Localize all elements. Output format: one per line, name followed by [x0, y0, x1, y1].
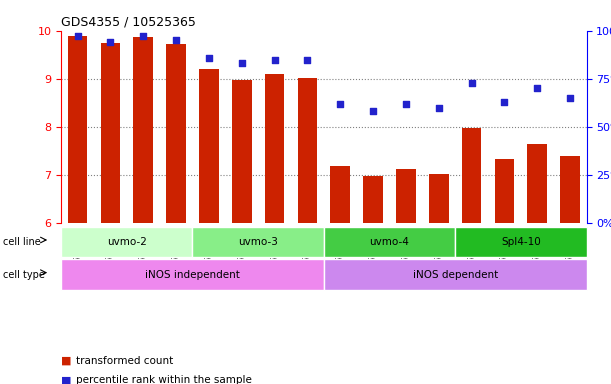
Point: [467, 79, 477, 86]
Point: [401, 101, 411, 107]
Point: [302, 56, 312, 63]
Point: [335, 101, 345, 107]
Point: [434, 104, 444, 111]
Bar: [429, 174, 448, 223]
Bar: [232, 80, 252, 223]
Text: ■: ■: [61, 375, 71, 384]
Text: GDS4355 / 10525365: GDS4355 / 10525365: [61, 15, 196, 28]
Text: cell type: cell type: [3, 270, 45, 280]
Text: uvmo-4: uvmo-4: [370, 237, 409, 247]
Point: [269, 56, 279, 63]
Point: [500, 99, 510, 105]
Point: [204, 55, 214, 61]
Bar: [560, 157, 580, 223]
Text: uvmo-2: uvmo-2: [107, 237, 147, 247]
Bar: [100, 43, 120, 223]
Point: [237, 60, 247, 66]
Text: percentile rank within the sample: percentile rank within the sample: [76, 375, 252, 384]
Point: [532, 85, 542, 91]
Bar: [363, 176, 383, 223]
Text: iNOS dependent: iNOS dependent: [412, 270, 498, 280]
Bar: [68, 36, 87, 223]
Point: [171, 37, 181, 43]
Point: [138, 33, 148, 40]
Bar: [199, 69, 219, 223]
Text: cell line: cell line: [3, 237, 41, 247]
Bar: [494, 159, 514, 223]
Bar: [133, 37, 153, 223]
Text: ■: ■: [61, 356, 71, 366]
Bar: [265, 74, 284, 223]
Text: transformed count: transformed count: [76, 356, 174, 366]
Point: [368, 108, 378, 114]
Point: [106, 39, 115, 45]
Bar: [166, 44, 186, 223]
Bar: [462, 128, 481, 223]
Text: Spl4-10: Spl4-10: [501, 237, 541, 247]
Bar: [298, 78, 317, 223]
Bar: [331, 166, 350, 223]
Point: [565, 95, 575, 101]
Text: iNOS independent: iNOS independent: [145, 270, 240, 280]
Bar: [527, 144, 547, 223]
Text: uvmo-3: uvmo-3: [238, 237, 278, 247]
Bar: [396, 169, 415, 223]
Point: [73, 33, 82, 40]
